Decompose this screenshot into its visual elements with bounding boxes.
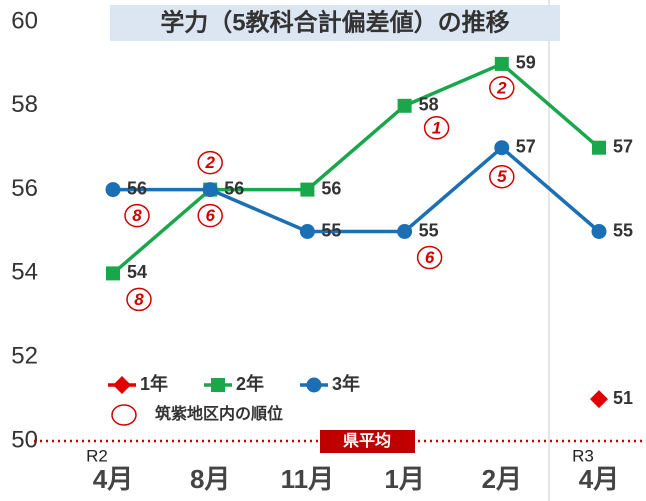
marker — [299, 224, 315, 239]
marker — [590, 390, 608, 409]
data-label: 57 — [613, 136, 633, 156]
rank-circle — [489, 164, 515, 189]
period-label: R2 — [86, 446, 108, 465]
marker — [306, 377, 322, 393]
x-tick-label: 4月 — [93, 464, 133, 494]
series-line — [111, 61, 601, 275]
marker — [202, 182, 218, 198]
x-tick-label: 11月 — [281, 464, 335, 494]
rank-label: 2 — [496, 78, 507, 97]
data-label: 55 — [321, 220, 341, 240]
marker — [592, 140, 606, 155]
marker — [106, 266, 120, 281]
reference-label: 県平均 — [343, 431, 391, 450]
data-label: 51 — [613, 388, 633, 408]
marker — [300, 182, 315, 197]
rank-circle — [416, 245, 443, 270]
y-tick-label: 56 — [11, 175, 38, 202]
rank-circle — [126, 287, 152, 312]
data-label: 54 — [127, 262, 147, 282]
marker — [113, 376, 131, 394]
rank-label: 5 — [497, 167, 507, 186]
marker — [211, 378, 225, 392]
x-tick-label: 1月 — [384, 464, 424, 494]
rank-label: 1 — [432, 118, 441, 137]
marker — [105, 182, 121, 198]
data-label: 56 — [321, 178, 341, 198]
data-label: 57 — [516, 136, 536, 156]
data-label: 56 — [224, 178, 244, 198]
x-tick-label: 2月 — [482, 464, 522, 494]
y-tick-label: 54 — [11, 259, 38, 286]
reference-label-box — [320, 430, 415, 453]
rank-circle — [197, 150, 223, 175]
rank-label: 2 — [204, 153, 215, 172]
x-tick-label: 8月 — [190, 464, 230, 494]
legend-rank-label: 筑紫地区内の順位 — [155, 404, 283, 423]
series-line — [113, 145, 601, 234]
legend-label: 3年 — [332, 373, 360, 394]
rank-label: 6 — [425, 248, 435, 267]
period-label: R3 — [572, 446, 594, 465]
data-label: 55 — [419, 220, 439, 240]
rank-label: 8 — [132, 206, 142, 225]
y-tick-label: 58 — [11, 91, 38, 118]
rank-circle — [197, 203, 223, 228]
rank-circle — [124, 203, 150, 228]
y-tick-label: 52 — [11, 343, 38, 370]
legend-label: 1年 — [140, 373, 168, 394]
data-label: 59 — [516, 53, 536, 73]
rank-label: 6 — [205, 206, 215, 225]
marker — [397, 98, 412, 113]
chart-title: 学力（5教科合計偏差値）の推移 — [160, 8, 509, 36]
legend-rank-symbol — [111, 404, 137, 426]
rank-circle — [489, 76, 515, 100]
title-box — [110, 5, 560, 41]
marker — [397, 224, 413, 239]
x-tick-label: 4月 — [579, 464, 619, 494]
data-label: 58 — [419, 95, 439, 115]
marker — [591, 224, 607, 239]
marker — [494, 56, 509, 71]
data-label: 56 — [127, 178, 147, 198]
rank-label: 8 — [134, 290, 144, 309]
data-label: 55 — [613, 220, 633, 240]
rank-circle — [423, 116, 450, 140]
y-tick-label: 60 — [11, 7, 38, 34]
y-tick-label: 50 — [11, 426, 38, 453]
marker — [494, 140, 510, 156]
legend-label: 2年 — [236, 373, 264, 394]
